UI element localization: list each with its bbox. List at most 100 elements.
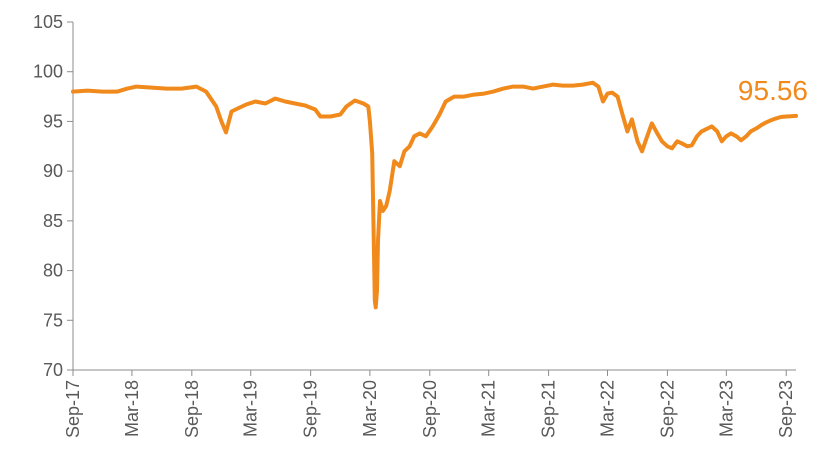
data-point: [620, 111, 624, 116]
series-line: [71, 80, 798, 310]
data-point: [720, 139, 724, 143]
y-axis: 70 75 80 85 90 95 100 105: [33, 12, 74, 380]
data-point: [371, 224, 376, 228]
data-point: [680, 141, 684, 145]
data-point: [101, 90, 105, 94]
data-point: [398, 164, 402, 168]
data-point: [769, 118, 773, 122]
data-point: [625, 129, 630, 133]
data-point: [754, 126, 758, 130]
data-point: [344, 104, 348, 109]
data-point: [370, 151, 374, 155]
data-point: [125, 87, 129, 91]
data-point: [759, 123, 763, 127]
data-point: [729, 131, 733, 135]
data-point: [715, 129, 719, 133]
data-point: [273, 97, 277, 101]
data-point: [774, 116, 778, 120]
x-tick-label: Mar-20: [360, 380, 380, 437]
data-point: [204, 90, 208, 94]
data-point: [375, 288, 379, 293]
data-point: [616, 95, 620, 99]
data-point: [303, 103, 307, 108]
data-point: [424, 134, 428, 138]
data-point: [749, 129, 753, 133]
x-tick-label: Sep-23: [776, 380, 796, 438]
data-point: [115, 90, 119, 94]
x-tick-label: Mar-18: [122, 380, 142, 437]
data-point: [521, 85, 525, 89]
data-point: [374, 305, 378, 309]
data-point: [551, 83, 555, 87]
data-point: [700, 129, 704, 133]
data-point: [710, 124, 714, 128]
data-point: [650, 121, 654, 125]
data-point: [71, 90, 75, 94]
x-tick-label: Sep-22: [657, 380, 677, 438]
data-point: [482, 92, 486, 96]
y-tick-label: 70: [43, 360, 63, 380]
data-point: [739, 138, 743, 142]
data-point: [511, 85, 515, 89]
data-point: [784, 114, 788, 119]
data-point: [501, 87, 505, 91]
data-point: [253, 99, 257, 104]
x-tick-label: Sep-17: [63, 380, 83, 438]
data-point: [645, 134, 649, 138]
data-point: [361, 101, 365, 106]
data-point: [724, 134, 728, 138]
data-point: [444, 99, 448, 104]
data-point: [794, 114, 798, 118]
data-point: [581, 83, 585, 87]
data-point: [388, 189, 392, 193]
y-tick-label: 85: [43, 211, 63, 231]
data-point: [789, 114, 793, 118]
data-point: [764, 120, 768, 124]
data-point: [655, 131, 659, 135]
data-point: [541, 85, 545, 89]
data-point: [244, 102, 248, 107]
data-point: [462, 95, 466, 99]
x-tick-label: Sep-18: [182, 380, 202, 438]
data-point: [734, 134, 739, 138]
data-point: [635, 139, 640, 143]
data-point: [670, 146, 674, 150]
data-point: [685, 144, 689, 148]
data-point: [402, 149, 406, 153]
data-point: [373, 298, 377, 302]
data-point: [695, 134, 699, 138]
label-layer: 95.56: [738, 75, 808, 106]
x-tick-label: Sep-19: [301, 380, 321, 438]
data-point: [571, 84, 575, 88]
data-point: [491, 90, 495, 94]
y-tick-label: 100: [33, 62, 63, 82]
data-point: [236, 106, 240, 111]
data-point: [601, 99, 605, 104]
data-point: [381, 209, 385, 213]
data-point: [640, 149, 644, 153]
data-point: [630, 117, 634, 121]
data-point: [164, 87, 168, 91]
x-tick-label: Mar-21: [479, 380, 499, 437]
data-point: [368, 119, 372, 123]
y-tick-label: 90: [43, 161, 63, 181]
data-point: [779, 115, 783, 119]
data-point: [561, 84, 565, 88]
data-point: [690, 143, 694, 147]
x-tick-label: Sep-21: [539, 380, 559, 438]
end-value-label: 95.56: [738, 75, 808, 106]
y-tick-label: 75: [43, 310, 63, 330]
data-point: [472, 93, 476, 97]
series-layer: [71, 80, 798, 310]
data-point: [366, 104, 370, 109]
y-tick-label: 105: [33, 12, 63, 32]
data-point: [437, 112, 442, 117]
data-point: [283, 99, 287, 104]
data-point: [263, 101, 267, 106]
data-point: [328, 114, 333, 119]
data-point: [610, 91, 614, 95]
data-point: [744, 134, 748, 138]
x-tick-label: Mar-22: [598, 380, 618, 437]
data-point: [214, 104, 218, 109]
